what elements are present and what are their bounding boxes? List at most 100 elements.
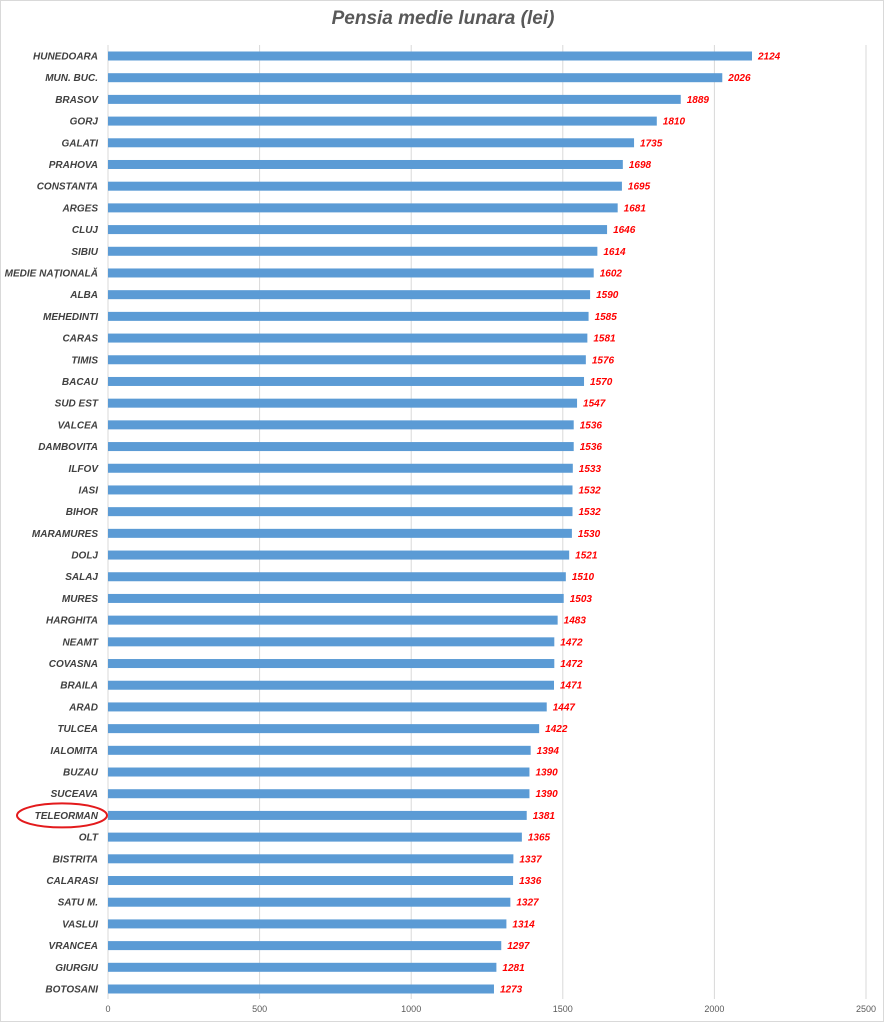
- value-label: 1646: [613, 225, 636, 236]
- category-label: IALOMITA: [50, 746, 98, 757]
- value-label: 1889: [687, 95, 710, 106]
- value-label: 1337: [519, 854, 542, 865]
- value-label: 1447: [553, 702, 576, 713]
- value-label: 1532: [579, 507, 602, 518]
- category-label: PRAHOVA: [49, 160, 98, 171]
- bar: [108, 767, 530, 777]
- category-label: MEDIE NAȚIONALĂ: [5, 266, 98, 279]
- category-label: CLUJ: [72, 225, 99, 236]
- category-label: BISTRITA: [53, 854, 98, 865]
- value-label: 1365: [528, 833, 551, 844]
- value-label: 1536: [580, 442, 603, 453]
- bar: [108, 876, 514, 886]
- x-tick-label: 0: [105, 1004, 110, 1014]
- category-label: GIURGIU: [55, 963, 99, 974]
- bar: [108, 73, 723, 83]
- value-label: 1510: [572, 572, 595, 583]
- bar: [108, 398, 578, 408]
- value-label: 1576: [592, 355, 615, 366]
- category-label: MURES: [62, 594, 98, 605]
- x-tick-label: 500: [252, 1004, 267, 1014]
- category-label: DAMBOVITA: [38, 442, 98, 453]
- value-label: 1695: [628, 182, 651, 193]
- highlight-ellipse: [16, 802, 108, 829]
- bar: [108, 789, 530, 799]
- x-tick-label: 2000: [704, 1004, 724, 1014]
- bar: [108, 810, 527, 820]
- bar: [108, 984, 494, 994]
- x-tick-label: 1500: [553, 1004, 573, 1014]
- value-label: 1483: [564, 616, 587, 627]
- bar: [108, 507, 573, 517]
- category-label: BUZAU: [63, 768, 99, 779]
- category-label: MARAMURES: [32, 529, 98, 540]
- value-label: 1536: [580, 420, 603, 431]
- bar: [108, 528, 572, 538]
- category-label: OLT: [79, 833, 99, 844]
- value-label: 2124: [757, 52, 781, 63]
- category-label: VALCEA: [58, 420, 98, 431]
- bar: [108, 702, 547, 712]
- category-label: GALATI: [62, 138, 99, 149]
- category-label: TIMIS: [71, 355, 98, 366]
- category-label: BIHOR: [66, 507, 99, 518]
- bar: [108, 246, 598, 256]
- bar: [108, 593, 564, 603]
- value-label: 1602: [600, 268, 623, 279]
- bar: [108, 854, 514, 864]
- value-label: 1585: [595, 312, 618, 323]
- value-label: 1810: [663, 117, 686, 128]
- bar: [108, 333, 588, 343]
- value-label: 1381: [533, 811, 556, 822]
- category-label: SUD EST: [55, 399, 99, 410]
- value-label: 1394: [537, 746, 560, 757]
- value-label: 1581: [593, 334, 616, 345]
- chart-title: Pensia medie lunara (lei): [331, 8, 555, 29]
- category-label: ILFOV: [69, 464, 100, 475]
- category-label: GORJ: [70, 117, 99, 128]
- x-tick-label: 1000: [401, 1004, 421, 1014]
- value-label: 1472: [560, 637, 583, 648]
- category-label: IASI: [79, 485, 99, 496]
- category-label: ARGES: [61, 203, 98, 214]
- category-label: TULCEA: [57, 724, 98, 735]
- value-label: 1327: [516, 898, 539, 909]
- category-label: VRANCEA: [49, 941, 98, 952]
- category-label: SUCEAVA: [51, 789, 98, 800]
- category-label: BACAU: [62, 377, 99, 388]
- bar: [108, 376, 585, 386]
- value-label: 1521: [575, 551, 598, 562]
- category-label: CARAS: [62, 334, 98, 345]
- bar: [108, 941, 502, 951]
- category-label: ALBA: [69, 290, 98, 301]
- bar: [108, 94, 681, 104]
- bar: [108, 355, 586, 365]
- category-label: CONSTANTA: [37, 182, 98, 193]
- category-label: VASLUI: [62, 919, 98, 930]
- bar: [108, 159, 623, 169]
- bars: [108, 51, 752, 994]
- category-label: SIBIU: [71, 247, 98, 258]
- bar: [108, 311, 589, 321]
- bar: [108, 225, 608, 235]
- bar: [108, 290, 591, 300]
- category-label: BRASOV: [55, 95, 99, 106]
- value-label: 1390: [535, 789, 558, 800]
- value-label: 2026: [727, 73, 751, 84]
- value-label: 1471: [560, 681, 583, 692]
- category-label: BRAILA: [60, 681, 98, 692]
- bar: [108, 268, 594, 278]
- category-label: ARAD: [68, 702, 98, 713]
- bar: [108, 832, 522, 842]
- value-label: 1281: [502, 963, 525, 974]
- value-label: 1532: [579, 485, 602, 496]
- bar: [108, 442, 574, 452]
- category-label: SALAJ: [65, 572, 98, 583]
- bar: [108, 637, 555, 647]
- value-label: 1273: [500, 985, 523, 996]
- value-label: 1570: [590, 377, 613, 388]
- bar: [108, 203, 618, 213]
- bar: [108, 420, 574, 430]
- value-label: 1422: [545, 724, 568, 735]
